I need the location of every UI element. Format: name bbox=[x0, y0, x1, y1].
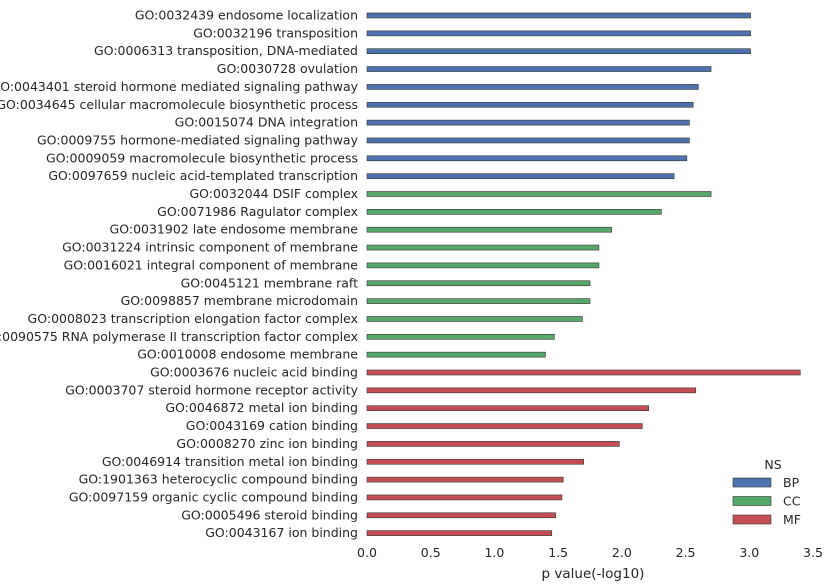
bar-mf bbox=[366, 476, 564, 483]
bar-mf bbox=[366, 423, 643, 429]
x-tick-label: 3.0 bbox=[739, 545, 759, 560]
bar-mf bbox=[366, 405, 649, 412]
bar-bp bbox=[366, 101, 694, 108]
bar-mf bbox=[366, 494, 563, 501]
category-label: GO:0010008 endosome membrane bbox=[137, 347, 358, 362]
bar-bp bbox=[366, 119, 690, 126]
bar-bp bbox=[366, 66, 712, 72]
bar-cc bbox=[366, 209, 662, 215]
category-label: GO:1901363 heterocyclic compound binding bbox=[79, 472, 358, 487]
x-tick-label: 2.5 bbox=[676, 545, 696, 560]
x-axis-title: p value(-log10) bbox=[542, 566, 645, 582]
legend-label-bp: BP bbox=[783, 475, 800, 490]
x-tick-label: 2.0 bbox=[612, 545, 632, 560]
category-label: GO:0005496 steroid binding bbox=[181, 507, 358, 522]
category-label: GO:0045121 membrane raft bbox=[181, 275, 359, 290]
category-label: GO:0097659 nucleic acid-templated transc… bbox=[48, 168, 358, 183]
bar-cc bbox=[366, 280, 591, 287]
bar-mf bbox=[366, 441, 620, 447]
bar-bp bbox=[366, 12, 751, 19]
x-axis-ticks-group: 0.0 0.5 1.0 1.5 2.0 2.5 3.0 3.5 bbox=[357, 545, 823, 560]
category-label: GO:0046914 transition metal ion binding bbox=[102, 454, 358, 469]
bar-cc bbox=[366, 262, 600, 269]
bar-mf bbox=[366, 387, 697, 394]
category-label: GO:0046872 metal ion binding bbox=[165, 400, 358, 415]
category-label: GO:0097159 organic cyclic compound bindi… bbox=[69, 489, 358, 504]
category-label: GO:0032439 endosome localization bbox=[135, 8, 358, 23]
bar-cc bbox=[366, 351, 546, 358]
category-label: GO:0008023 transcription elongation fact… bbox=[28, 311, 358, 326]
category-label: GO:0090575 RNA polymerase II transcripti… bbox=[0, 329, 358, 344]
category-label: GO:0071986 Ragulator complex bbox=[157, 204, 358, 219]
category-label: GO:0043167 ion binding bbox=[205, 525, 358, 540]
bar-bp bbox=[366, 173, 675, 179]
category-label: GO:0034645 cellular macromolecule biosyn… bbox=[0, 97, 358, 112]
category-label: GO:0043169 cation binding bbox=[186, 418, 358, 433]
legend: NS BP CC MF bbox=[732, 457, 801, 527]
bar-bp bbox=[366, 155, 688, 162]
x-tick-label: 0.5 bbox=[421, 545, 441, 560]
bar-cc bbox=[366, 333, 555, 340]
legend-swatch-bp bbox=[732, 477, 772, 488]
category-label: GO:0030728 ovulation bbox=[217, 61, 358, 76]
legend-swatch-mf bbox=[732, 514, 772, 525]
category-label: GO:0031902 late endosome membrane bbox=[110, 222, 359, 237]
bar-mf bbox=[366, 369, 801, 376]
category-label: GO:0003676 nucleic acid binding bbox=[150, 365, 358, 380]
category-label: GO:0098857 membrane microdomain bbox=[121, 293, 358, 308]
bar-mf bbox=[366, 512, 556, 519]
x-tick-label: 0.0 bbox=[357, 545, 377, 560]
category-label: GO:0009059 macromolecule biosynthetic pr… bbox=[46, 150, 358, 165]
bar-cc bbox=[366, 191, 712, 197]
legend-label-mf: MF bbox=[783, 512, 801, 527]
category-label: GO:0031224 intrinsic component of membra… bbox=[62, 240, 358, 255]
category-label: GO:0015074 DNA integration bbox=[175, 115, 358, 130]
bar-mf bbox=[366, 530, 553, 536]
category-label: GO:0003707 steroid hormone receptor acti… bbox=[65, 382, 358, 397]
category-label: GO:0032196 transposition bbox=[193, 25, 358, 40]
bar-cc bbox=[366, 226, 612, 233]
category-label: GO:0016021 integral component of membran… bbox=[64, 257, 359, 272]
bar-bp bbox=[366, 30, 751, 37]
bar-bp bbox=[366, 48, 751, 55]
category-label: GO:0032044 DSIF complex bbox=[189, 186, 358, 201]
bar-cc bbox=[366, 298, 591, 304]
category-label: GO:0006313 transposition, DNA-mediated bbox=[94, 43, 358, 58]
x-tick-label: 1.0 bbox=[484, 545, 504, 560]
x-tick-label: 1.5 bbox=[548, 545, 568, 560]
bars-group bbox=[366, 12, 801, 536]
bar-cc bbox=[366, 316, 583, 322]
bar-mf bbox=[366, 458, 584, 465]
bar-bp bbox=[366, 137, 690, 144]
bar-bp bbox=[366, 84, 699, 90]
bar-cc bbox=[366, 244, 600, 251]
category-label: GO:0009755 hormone-mediated signaling pa… bbox=[37, 132, 359, 147]
legend-swatch-cc bbox=[732, 496, 772, 506]
x-tick-label: 3.5 bbox=[803, 545, 823, 560]
category-labels-group: GO:0032439 endosome localization GO:00321… bbox=[0, 8, 359, 541]
legend-label-cc: CC bbox=[783, 494, 801, 509]
category-label: GO:0008270 zinc ion binding bbox=[176, 436, 358, 451]
legend-title: NS bbox=[764, 457, 781, 472]
category-label: GO:0043401 steroid hormone mediated sign… bbox=[0, 79, 359, 94]
